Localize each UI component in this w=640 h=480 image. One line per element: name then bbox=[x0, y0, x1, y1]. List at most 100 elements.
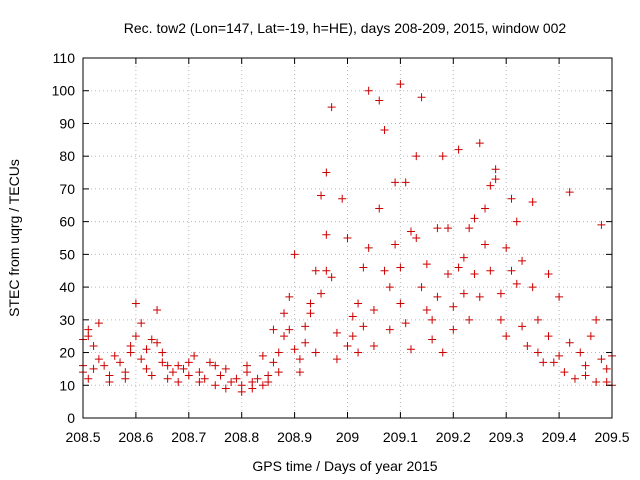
data-point bbox=[322, 230, 331, 239]
x-tick-label: 208.6 bbox=[118, 429, 153, 445]
data-point bbox=[375, 204, 384, 213]
data-point bbox=[470, 214, 479, 223]
data-point bbox=[274, 368, 283, 377]
data-point bbox=[507, 266, 516, 275]
data-point bbox=[84, 374, 93, 383]
data-point bbox=[444, 270, 453, 278]
data-point bbox=[248, 378, 257, 386]
data-point bbox=[512, 217, 521, 226]
data-point bbox=[512, 279, 521, 288]
data-point bbox=[174, 378, 183, 386]
data-point bbox=[311, 348, 320, 357]
y-tick-label: 60 bbox=[59, 214, 75, 230]
data-point bbox=[449, 325, 458, 334]
data-point bbox=[343, 234, 352, 242]
data-point bbox=[507, 194, 516, 203]
data-point bbox=[539, 358, 548, 367]
data-point bbox=[221, 384, 230, 393]
y-tick-label: 10 bbox=[59, 377, 75, 393]
y-tick-label: 30 bbox=[59, 312, 75, 328]
data-point bbox=[179, 364, 188, 373]
x-tick-label: 209.5 bbox=[594, 429, 629, 445]
data-point bbox=[576, 348, 585, 357]
data-point bbox=[94, 319, 103, 328]
y-tick-label: 100 bbox=[52, 83, 76, 99]
data-point bbox=[459, 253, 468, 262]
data-point bbox=[295, 368, 304, 377]
data-point bbox=[195, 378, 204, 386]
data-point bbox=[396, 299, 405, 308]
data-point bbox=[496, 315, 505, 324]
data-point bbox=[428, 335, 437, 344]
data-point bbox=[142, 364, 151, 373]
data-point bbox=[597, 355, 606, 364]
data-point bbox=[280, 309, 289, 318]
data-point bbox=[422, 260, 431, 269]
data-point bbox=[491, 165, 500, 174]
data-point bbox=[533, 348, 542, 357]
data-point bbox=[528, 198, 537, 206]
y-tick-label: 40 bbox=[59, 279, 75, 295]
data-point bbox=[364, 243, 373, 252]
data-point bbox=[332, 328, 341, 337]
data-point bbox=[396, 80, 405, 89]
data-point bbox=[369, 342, 378, 350]
data-point bbox=[105, 378, 114, 386]
data-point bbox=[454, 263, 463, 272]
data-point bbox=[153, 306, 162, 314]
data-point bbox=[153, 338, 162, 347]
data-point bbox=[232, 374, 241, 383]
data-point bbox=[454, 145, 463, 154]
data-point bbox=[491, 175, 500, 184]
data-point bbox=[565, 188, 574, 197]
data-point bbox=[131, 332, 140, 341]
data-point bbox=[116, 358, 125, 367]
data-point bbox=[518, 256, 527, 265]
data-point bbox=[444, 224, 453, 233]
data-point bbox=[343, 342, 352, 350]
data-point bbox=[195, 368, 204, 377]
data-point bbox=[264, 378, 273, 386]
data-point bbox=[216, 371, 225, 380]
data-point bbox=[359, 322, 368, 331]
data-point bbox=[142, 345, 151, 354]
data-point bbox=[586, 332, 595, 341]
data-point bbox=[147, 335, 156, 344]
data-point bbox=[121, 374, 130, 383]
data-point bbox=[158, 348, 167, 357]
data-point bbox=[147, 371, 156, 380]
data-points bbox=[79, 80, 616, 396]
data-point bbox=[317, 191, 326, 200]
data-point bbox=[433, 224, 442, 233]
data-point bbox=[131, 299, 140, 308]
data-point bbox=[126, 342, 135, 350]
data-point bbox=[364, 86, 373, 95]
data-point bbox=[237, 381, 246, 390]
x-tick-label: 209.1 bbox=[383, 429, 418, 445]
y-tick-label: 20 bbox=[59, 345, 75, 361]
data-point bbox=[174, 361, 183, 370]
data-point bbox=[354, 348, 363, 357]
x-tick-label: 209 bbox=[336, 429, 360, 445]
data-point bbox=[301, 338, 310, 347]
data-point bbox=[502, 243, 511, 252]
data-point bbox=[475, 139, 484, 148]
data-point bbox=[205, 358, 214, 367]
chart-title: Rec. tow2 (Lon=147, Lat=-19, h=HE), days… bbox=[124, 20, 567, 36]
data-point bbox=[211, 381, 220, 390]
data-point bbox=[406, 345, 415, 354]
data-point bbox=[555, 351, 564, 360]
x-axis-title: GPS time / Days of year 2015 bbox=[252, 458, 437, 474]
data-point bbox=[110, 351, 119, 360]
data-point bbox=[163, 374, 172, 383]
data-point bbox=[412, 152, 421, 161]
data-point bbox=[602, 378, 611, 386]
data-point bbox=[544, 270, 553, 278]
data-point bbox=[338, 194, 347, 203]
data-point bbox=[570, 374, 579, 383]
data-point bbox=[258, 351, 267, 360]
data-point bbox=[528, 283, 537, 292]
data-point bbox=[470, 270, 479, 278]
data-point bbox=[385, 283, 394, 292]
data-point bbox=[406, 227, 415, 236]
